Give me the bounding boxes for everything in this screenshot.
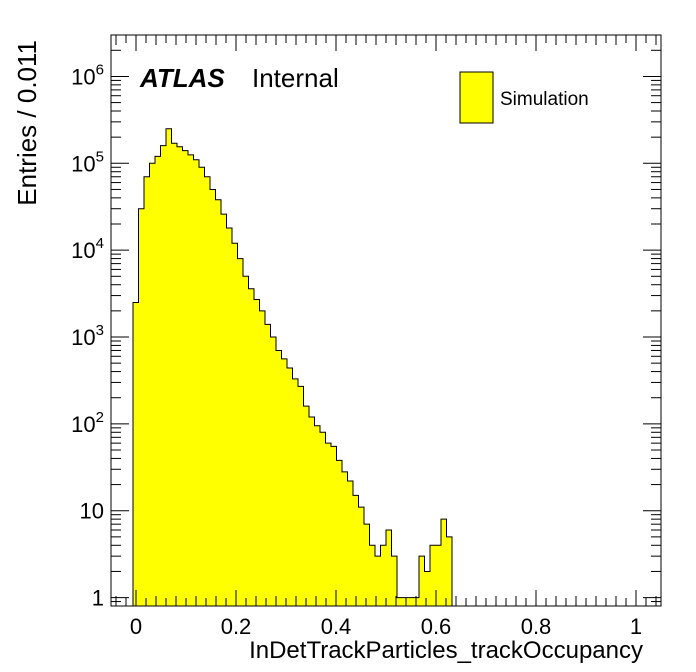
x-axis-tick-labels: 0 0.2 0.4 0.6 0.8 1 <box>130 614 642 639</box>
histogram-bin <box>424 571 431 606</box>
histogram-bin <box>287 367 293 606</box>
legend-swatch-simulation <box>459 71 494 124</box>
histogram-bin <box>193 159 200 606</box>
histogram-bin <box>182 150 189 607</box>
histogram-bin <box>276 350 282 606</box>
y-tick-label: 105 <box>71 148 104 176</box>
histogram-bin <box>160 145 167 606</box>
histogram-bin <box>177 146 183 606</box>
histogram-bin <box>342 471 348 606</box>
x-tick-label: 0.4 <box>321 614 352 639</box>
histogram-bin <box>133 302 139 606</box>
histogram-bin <box>375 556 381 606</box>
histogram-bin <box>446 536 453 606</box>
histogram-bin <box>226 227 233 607</box>
histogram-bin <box>138 208 145 606</box>
histogram-bin <box>298 386 304 606</box>
histogram-bin <box>320 432 326 606</box>
histogram-bin <box>331 446 337 606</box>
y-tick-label: 104 <box>71 235 104 263</box>
histogram-bin <box>391 556 398 606</box>
histogram-bin <box>232 243 238 606</box>
histogram-bin <box>419 556 425 606</box>
histogram-bin <box>215 199 222 607</box>
histogram-bin <box>369 545 376 606</box>
histogram-bin <box>314 425 321 606</box>
x-tick-label: 0.6 <box>421 614 452 639</box>
histogram-bin <box>265 324 271 606</box>
histogram-bin <box>188 154 194 606</box>
y-tick-label: 102 <box>71 409 104 437</box>
histogram-bin <box>408 597 414 606</box>
histogram-bin <box>248 288 255 606</box>
histogram-bin <box>336 460 343 606</box>
histogram-bin <box>397 597 403 606</box>
histogram-bin <box>309 416 315 606</box>
atlas-label: ATLAS <box>139 63 225 93</box>
histogram-bin <box>237 258 244 606</box>
histogram-bin <box>254 299 260 606</box>
histogram-bin <box>166 128 172 607</box>
histogram-bin <box>210 189 216 606</box>
histogram-bin <box>303 406 310 606</box>
histogram-bin <box>281 358 288 606</box>
histogram-bars <box>133 128 453 607</box>
histogram-bin <box>270 337 277 606</box>
histogram-bin <box>259 310 266 606</box>
x-tick-label: 1 <box>630 614 642 639</box>
status-label: Internal <box>252 63 339 93</box>
y-axis-tick-labels: 1 10 102 103 104 105 106 <box>71 61 104 610</box>
y-tick-label: 103 <box>71 322 104 350</box>
histogram-bin <box>149 163 156 607</box>
histogram-bin <box>144 176 150 606</box>
x-axis-label: InDetTrackParticles_trackOccupancy <box>249 637 643 664</box>
y-tick-label: 1 <box>92 586 104 611</box>
histogram-bin <box>325 443 332 606</box>
histogram-bin <box>204 176 211 606</box>
histogram-bin <box>221 214 227 607</box>
x-axis-ticks <box>115 35 657 606</box>
histogram-bin <box>380 545 387 606</box>
y-tick-label: 10 <box>80 499 104 524</box>
x-tick-label: 0.2 <box>221 614 252 639</box>
y-axis-label: Entries / 0.011 <box>12 40 42 206</box>
histogram-bin <box>292 378 299 606</box>
histogram-bin <box>430 545 436 606</box>
x-tick-label: 0.8 <box>521 614 552 639</box>
histogram-bin <box>347 480 354 606</box>
histogram-bin <box>155 156 161 607</box>
histogram-bin <box>402 597 409 606</box>
legend: Simulation <box>459 71 589 124</box>
y-tick-label: 106 <box>71 61 104 89</box>
histogram-bin <box>435 545 442 606</box>
x-tick-label: 0 <box>130 614 142 639</box>
histogram-bin <box>171 143 178 606</box>
y-axis-ticks <box>111 34 661 607</box>
histogram-bin <box>441 519 447 606</box>
histogram-bin <box>364 524 370 606</box>
histogram-bin <box>199 167 205 606</box>
histogram-bin <box>243 276 249 606</box>
legend-entry-simulation: Simulation <box>500 89 589 110</box>
histogram-bin <box>353 495 359 606</box>
histogram-bin <box>358 507 365 606</box>
histogram-bin <box>386 529 392 606</box>
